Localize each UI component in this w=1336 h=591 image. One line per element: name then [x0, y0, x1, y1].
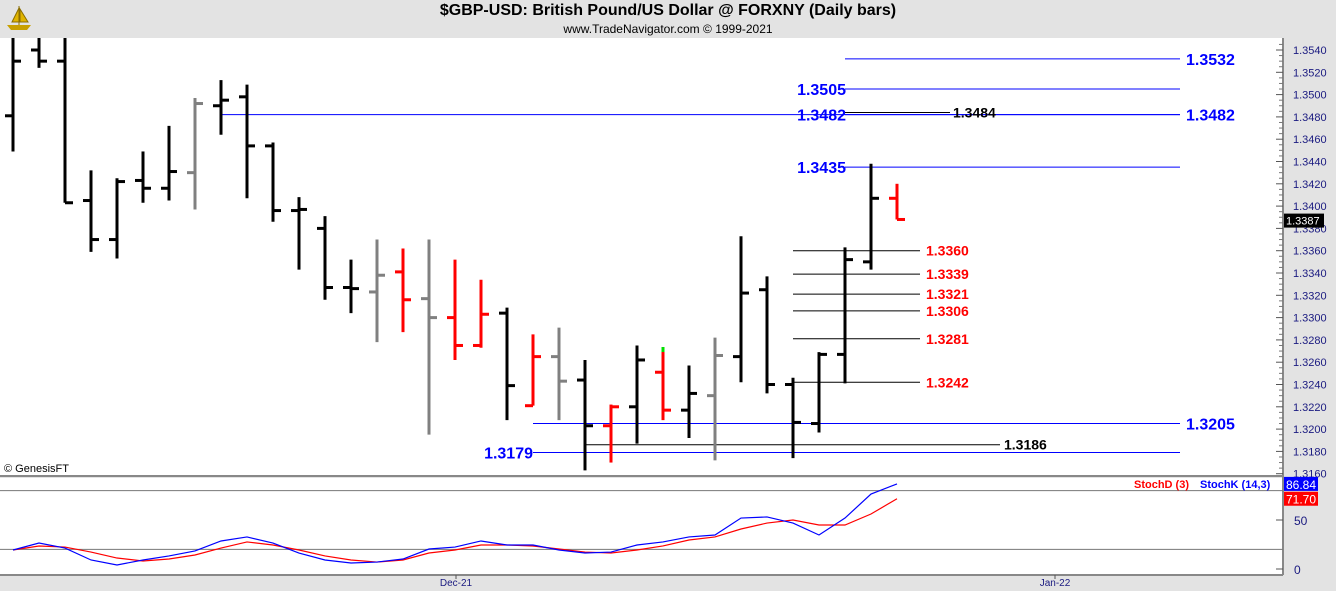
ohlc-bar [837, 247, 853, 384]
ohlc-bar [759, 276, 775, 394]
y-tick-label: 1.3300 [1293, 313, 1327, 325]
ohlc-bar [421, 239, 437, 435]
stochastic-value: 71.70 [1286, 493, 1316, 507]
y-tick-label: 1.3440 [1293, 157, 1327, 169]
ohlc-bar [811, 352, 827, 433]
level-label: 1.3360 [926, 243, 969, 259]
level-label: 1.3532 [1186, 52, 1235, 69]
level-label: 1.3186 [1004, 437, 1047, 453]
ohlc-bar [863, 163, 879, 270]
last-price-label: 1.3387 [1286, 216, 1320, 228]
ohlc-bar [31, 38, 47, 68]
y-tick-label: 1.3480 [1293, 112, 1327, 124]
level-label: 1.3281 [926, 331, 969, 347]
y-tick-label: 0 [1294, 563, 1301, 577]
y-tick-label: 1.3280 [1293, 335, 1327, 347]
ohlc-bar [187, 97, 203, 210]
level-label: 1.3179 [484, 446, 533, 463]
sailing-ship-logo-icon [7, 6, 31, 30]
y-tick-label: 1.3260 [1293, 357, 1327, 369]
ohlc-bar [733, 236, 749, 383]
level-label: 1.3505 [797, 82, 846, 99]
ohlc-bar [369, 239, 385, 343]
level-label: 1.3482 [1186, 108, 1235, 125]
ohlc-bar [525, 334, 541, 408]
ohlc-bar [551, 327, 567, 421]
price-panel [0, 38, 1283, 476]
level-label: 1.3205 [1186, 417, 1235, 434]
stochastic-value-badge [1284, 476, 1318, 491]
level-label: 1.3435 [797, 160, 846, 177]
ohlc-bar [707, 337, 723, 461]
y-tick-label: 1.3540 [1293, 45, 1327, 57]
y-tick-label: 50 [1294, 514, 1308, 528]
level-label: 1.3321 [926, 286, 969, 302]
chart-subtitle: www.TradeNavigator.com © 1999-2021 [563, 22, 773, 36]
level-label: 1.3306 [926, 303, 969, 319]
x-tick-label: Jan-22 [1040, 578, 1071, 589]
ohlc-bar [317, 216, 333, 300]
ohlc-bar [889, 183, 905, 221]
ohlc-bar [343, 259, 359, 314]
ohlc-bar [785, 377, 801, 459]
ohlc-bar [447, 259, 463, 360]
stochastic-panel [0, 478, 1283, 575]
y-tick-label: 1.3180 [1293, 446, 1327, 458]
y-tick-label: 1.3220 [1293, 402, 1327, 414]
ohlc-bar [135, 151, 151, 203]
y-tick-label: 1.3340 [1293, 268, 1327, 280]
level-label: 1.3339 [926, 266, 969, 282]
y-tick-label: 1.3520 [1293, 67, 1327, 79]
y-tick-label: 1.3360 [1293, 246, 1327, 258]
ohlc-bar [83, 170, 99, 252]
legend-stoch-d: StochD (3) [1134, 479, 1189, 491]
ohlc-bar [655, 347, 671, 421]
y-tick-label: 1.3460 [1293, 134, 1327, 146]
y-tick-label: 1.3320 [1293, 290, 1327, 302]
genesis-watermark: © GenesisFT [4, 463, 69, 475]
ohlc-bar [5, 38, 21, 152]
level-label: 1.3484 [953, 104, 996, 120]
stochastic-value: 86.84 [1286, 478, 1316, 492]
stochastic-line [12, 483, 898, 566]
ohlc-bar [161, 125, 177, 201]
ohlc-bar [473, 279, 489, 348]
ohlc-bar [265, 142, 281, 222]
stochastic-value-badge [1284, 491, 1318, 506]
ohlc-bar [629, 345, 645, 444]
ohlc-bar [577, 359, 593, 471]
ohlc-bar [499, 307, 515, 421]
ohlc-bar [395, 248, 411, 333]
x-tick-label: Dec-21 [440, 578, 473, 589]
y-tick-label: 1.3200 [1293, 424, 1327, 436]
y-tick-label: 1.3240 [1293, 380, 1327, 392]
ohlc-bar [603, 404, 619, 463]
stochastic-line [12, 498, 898, 563]
ohlc-bar [109, 178, 125, 259]
ohlc-bar [681, 365, 697, 439]
legend-stoch-k: StochK (14,3) [1200, 479, 1271, 491]
ohlc-bar [213, 80, 229, 135]
ohlc-bar [57, 38, 73, 205]
y-tick-label: 1.3500 [1293, 90, 1327, 102]
y-tick-label: 1.3400 [1293, 201, 1327, 213]
ohlc-bar [239, 84, 255, 199]
ohlc-bar [291, 197, 307, 270]
y-tick-label: 1.3420 [1293, 179, 1327, 191]
level-label: 1.3482 [797, 108, 846, 125]
last-price-badge [1284, 213, 1324, 228]
chart-title: $GBP-USD: British Pound/US Dollar @ FORX… [439, 2, 897, 19]
level-label: 1.3242 [926, 374, 969, 390]
